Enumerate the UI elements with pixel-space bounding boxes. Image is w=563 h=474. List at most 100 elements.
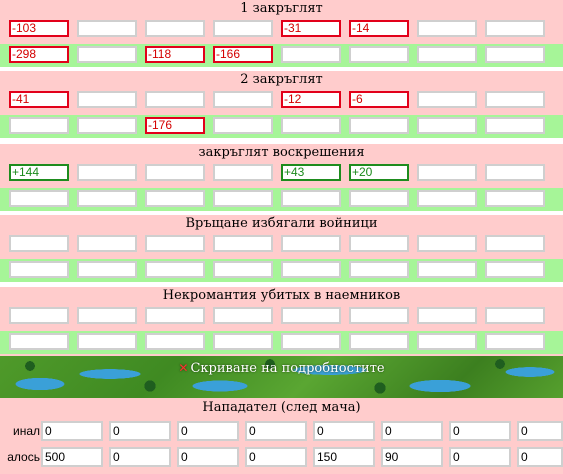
value-cell[interactable] bbox=[213, 261, 273, 278]
value-cell[interactable] bbox=[213, 190, 273, 207]
value-cell[interactable]: +20 bbox=[349, 164, 409, 181]
attacker-count-input[interactable]: 0 bbox=[109, 421, 171, 441]
value-cell[interactable] bbox=[417, 91, 477, 108]
value-cell[interactable] bbox=[485, 91, 545, 108]
attacker-count-input[interactable]: 500 bbox=[41, 447, 103, 467]
value-cell[interactable] bbox=[281, 261, 341, 278]
value-cell[interactable] bbox=[77, 20, 137, 37]
value-cell[interactable] bbox=[145, 307, 205, 324]
value-cell[interactable] bbox=[349, 235, 409, 252]
value-cell[interactable]: -166 bbox=[213, 46, 273, 63]
hide-details-link[interactable]: ✕ Скриване на подробностите bbox=[0, 359, 563, 378]
value-cell[interactable] bbox=[145, 235, 205, 252]
value-cell[interactable] bbox=[349, 261, 409, 278]
value-cell[interactable] bbox=[145, 190, 205, 207]
value-cell[interactable] bbox=[213, 164, 273, 181]
attacker-count-input[interactable]: 0 bbox=[245, 421, 307, 441]
value-cell[interactable] bbox=[281, 46, 341, 63]
value-cell[interactable] bbox=[9, 333, 69, 350]
value-cell[interactable] bbox=[77, 190, 137, 207]
value-cell[interactable]: -31 bbox=[281, 20, 341, 37]
attacker-count-input[interactable]: 0 bbox=[449, 421, 511, 441]
value-cell[interactable] bbox=[485, 20, 545, 37]
value-cell[interactable] bbox=[485, 190, 545, 207]
value-cell[interactable] bbox=[349, 46, 409, 63]
attacker-count-input[interactable]: 0 bbox=[41, 421, 103, 441]
value-cell[interactable] bbox=[485, 333, 545, 350]
value-cell[interactable] bbox=[349, 190, 409, 207]
section-band-pink bbox=[0, 354, 563, 356]
attacker-count-input[interactable]: 0 bbox=[517, 447, 563, 467]
value-cell[interactable] bbox=[145, 91, 205, 108]
attacker-count-input[interactable]: 90 bbox=[381, 447, 443, 467]
value-cell[interactable] bbox=[9, 190, 69, 207]
value-cell[interactable] bbox=[9, 307, 69, 324]
value-cell[interactable] bbox=[417, 46, 477, 63]
value-cell[interactable] bbox=[77, 164, 137, 181]
value-cell[interactable]: -41 bbox=[9, 91, 69, 108]
value-cell[interactable] bbox=[417, 333, 477, 350]
attacker-count-input[interactable]: 0 bbox=[109, 447, 171, 467]
value-cell[interactable] bbox=[77, 235, 137, 252]
value-cell[interactable] bbox=[9, 117, 69, 134]
value-cell[interactable] bbox=[417, 20, 477, 37]
value-cell[interactable] bbox=[213, 91, 273, 108]
value-cell[interactable] bbox=[281, 333, 341, 350]
value-cell[interactable] bbox=[145, 261, 205, 278]
value-cell[interactable] bbox=[417, 190, 477, 207]
value-cell[interactable] bbox=[213, 333, 273, 350]
value-cell[interactable]: -103 bbox=[9, 20, 69, 37]
value-cell[interactable]: -12 bbox=[281, 91, 341, 108]
value-cell[interactable] bbox=[485, 261, 545, 278]
hide-details-label: Скриване на подробностите bbox=[190, 361, 385, 376]
value-cell[interactable] bbox=[417, 261, 477, 278]
value-cell[interactable] bbox=[145, 20, 205, 37]
value-cell[interactable] bbox=[213, 307, 273, 324]
value-cell[interactable] bbox=[9, 261, 69, 278]
value-cell[interactable] bbox=[213, 20, 273, 37]
value-cell[interactable]: -298 bbox=[9, 46, 69, 63]
value-cell[interactable] bbox=[417, 235, 477, 252]
value-cell[interactable] bbox=[485, 164, 545, 181]
value-cell[interactable] bbox=[281, 117, 341, 134]
value-cell[interactable]: -176 bbox=[145, 117, 205, 134]
value-cell[interactable] bbox=[281, 235, 341, 252]
value-cell[interactable] bbox=[281, 307, 341, 324]
value-cell[interactable] bbox=[77, 333, 137, 350]
attacker-count-input[interactable]: 0 bbox=[313, 421, 375, 441]
value-cell[interactable] bbox=[349, 307, 409, 324]
value-cell[interactable] bbox=[77, 91, 137, 108]
attacker-count-input[interactable]: 0 bbox=[245, 447, 307, 467]
value-cell[interactable] bbox=[485, 235, 545, 252]
value-cell[interactable]: -6 bbox=[349, 91, 409, 108]
value-cell[interactable] bbox=[485, 117, 545, 134]
attacker-count-input[interactable]: 0 bbox=[449, 447, 511, 467]
attacker-count-input[interactable]: 0 bbox=[381, 421, 443, 441]
value-cell[interactable] bbox=[77, 46, 137, 63]
value-cell[interactable] bbox=[77, 307, 137, 324]
value-cell[interactable] bbox=[281, 190, 341, 207]
value-cell[interactable] bbox=[349, 333, 409, 350]
value-cell[interactable] bbox=[145, 333, 205, 350]
value-cell[interactable] bbox=[349, 117, 409, 134]
value-cell[interactable] bbox=[9, 235, 69, 252]
value-cell[interactable]: +144 bbox=[9, 164, 69, 181]
attacker-row-label: инал bbox=[12, 424, 40, 438]
value-cell[interactable] bbox=[213, 117, 273, 134]
value-cell[interactable]: -14 bbox=[349, 20, 409, 37]
value-cell[interactable] bbox=[417, 117, 477, 134]
value-cell[interactable] bbox=[417, 307, 477, 324]
value-cell[interactable] bbox=[77, 261, 137, 278]
value-cell[interactable] bbox=[145, 164, 205, 181]
attacker-count-input[interactable]: 0 bbox=[177, 421, 239, 441]
attacker-count-input[interactable]: 0 bbox=[517, 421, 563, 441]
value-cell[interactable]: +43 bbox=[281, 164, 341, 181]
value-cell[interactable] bbox=[77, 117, 137, 134]
attacker-count-input[interactable]: 0 bbox=[177, 447, 239, 467]
attacker-count-input[interactable]: 150 bbox=[313, 447, 375, 467]
value-cell[interactable] bbox=[213, 235, 273, 252]
value-cell[interactable] bbox=[417, 164, 477, 181]
value-cell[interactable]: -118 bbox=[145, 46, 205, 63]
value-cell[interactable] bbox=[485, 307, 545, 324]
value-cell[interactable] bbox=[485, 46, 545, 63]
